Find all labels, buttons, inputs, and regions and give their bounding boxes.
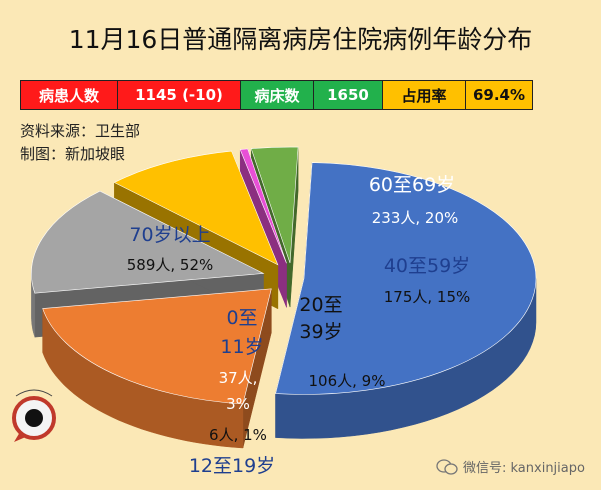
slice-value-70-plus: 589人, 52%	[127, 256, 214, 274]
wechat-watermark: 微信号: kanxinjiapo	[436, 457, 585, 476]
pie-slice-70-plus	[275, 162, 537, 395]
pie-slice-0-11	[250, 146, 299, 264]
slice-value-0-11: 37人,	[219, 369, 258, 387]
slice-value-20-39: 106人, 9%	[309, 372, 386, 390]
slice-value-12-19: 6人, 1%	[209, 426, 267, 444]
slice-label-20-39: 39岁	[299, 321, 342, 343]
slice-value-60-69: 233人, 20%	[372, 209, 459, 227]
pie-slice-40-59	[31, 190, 265, 294]
slice-label-0-11: 0至	[226, 307, 257, 329]
stat-beds-label: 病床数	[240, 80, 314, 110]
slice-label-0-11: 11岁	[220, 336, 263, 358]
credit-label: 制图：新加坡眼	[20, 145, 126, 163]
slice-label-70-plus: 70岁以上	[129, 224, 210, 246]
pie-slice-12-19	[239, 148, 287, 264]
stats-bar: 病患人数 1145 (-10) 病床数 1650 占用率 69.4%	[20, 80, 533, 110]
stat-patients-label: 病患人数	[20, 80, 118, 110]
slice-label-60-69: 60至69岁	[369, 174, 455, 196]
slice-value-0-11: 3%	[226, 395, 250, 413]
slice-value-40-59: 175人, 15%	[384, 288, 471, 306]
pie-slice-60-69	[42, 288, 272, 405]
slice-label-20-39: 20至	[299, 294, 342, 316]
pie-labels: 70岁以上 589人, 52% 60至69岁 233人, 20% 40至59岁 175人,…	[127, 174, 471, 477]
slice-label-40-59: 40至59岁	[384, 255, 470, 277]
pie-slice-20-39	[113, 150, 279, 266]
brand-logo-icon	[12, 389, 56, 442]
wechat-icon	[436, 458, 458, 475]
chart-title: 11月16日普通隔离病房住院病例年龄分布	[68, 25, 533, 54]
stat-occupancy-value: 69.4%	[465, 80, 533, 110]
wechat-id: 微信号: kanxinjiapo	[463, 461, 585, 476]
source-label: 资料来源：卫生部	[20, 122, 141, 140]
slice-label-12-19: 12至19岁	[189, 455, 275, 477]
pie-tops	[31, 146, 537, 405]
